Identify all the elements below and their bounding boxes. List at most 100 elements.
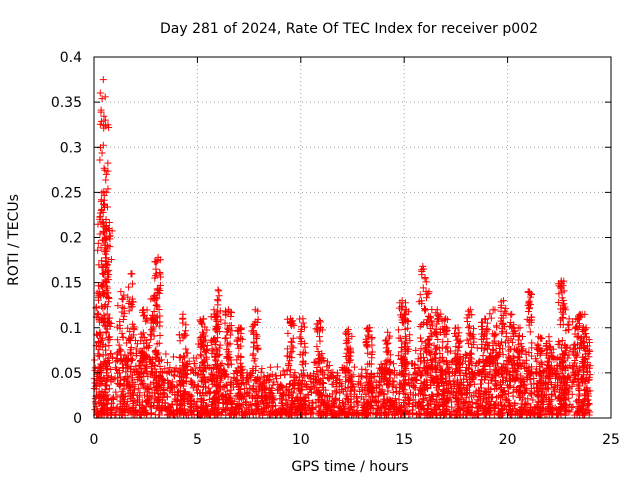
data-point [97,409,105,417]
data-point [555,298,563,306]
data-point [430,378,438,386]
data-point [536,371,544,379]
data-point [156,322,164,330]
data-point [577,375,585,383]
data-point [163,411,171,419]
data-point [426,381,434,389]
data-point [489,346,497,354]
data-point [439,338,447,346]
data-point [500,370,508,378]
data-point [423,376,431,384]
data-point [103,411,111,419]
data-point [476,380,484,388]
data-point [545,333,553,341]
data-point [273,386,281,394]
data-point [96,120,104,128]
data-point [261,385,269,393]
data-point [559,314,567,322]
data-point [405,382,413,390]
data-point [537,372,545,380]
data-point [185,391,193,399]
data-point [311,373,319,381]
data-point [199,342,207,350]
data-point [230,411,238,419]
data-point [412,401,420,409]
data-point [336,404,344,412]
data-point [500,360,508,368]
data-point [585,376,593,384]
y-tick-label: 0.35 [51,95,82,111]
data-point [134,396,142,404]
data-point [221,335,229,343]
data-point [453,336,461,344]
data-point [545,372,553,380]
data-point [158,356,166,364]
data-point [134,370,142,378]
data-point [508,310,516,318]
data-point [582,406,590,414]
data-point [149,325,157,333]
data-point [523,407,531,415]
data-point [234,341,242,349]
data-point [147,371,155,379]
data-point [499,351,507,359]
data-point [445,367,453,375]
data-point [312,376,320,384]
data-point [312,389,320,397]
data-point [444,388,452,396]
data-point [570,377,578,385]
data-point [364,349,372,357]
data-point [292,394,300,402]
data-point [331,394,339,402]
data-point [325,408,333,416]
data-point [98,95,106,103]
data-point [438,371,446,379]
data-point [137,330,145,338]
data-point [367,369,375,377]
data-point [98,343,106,351]
data-point [154,253,162,261]
data-point [470,325,478,333]
data-point [400,389,408,397]
data-point [526,328,534,336]
data-point [435,382,443,390]
data-point [354,411,362,419]
data-point [301,349,309,357]
data-point [486,411,494,419]
data-point [177,391,185,399]
data-point [532,383,540,391]
data-point [396,383,404,391]
data-point [417,387,425,395]
data-point [105,385,113,393]
data-point [562,306,570,314]
data-point [266,373,274,381]
data-point [461,370,469,378]
data-point [118,387,126,395]
data-point [226,331,234,339]
data-point [183,349,191,357]
data-point [528,313,536,321]
data-point [108,406,116,414]
data-point [105,123,113,131]
data-point [153,340,161,348]
data-point [497,398,505,406]
data-point [503,395,511,403]
data-point [193,405,201,413]
data-point [118,295,126,303]
data-point [496,349,504,357]
data-point [349,371,357,379]
data-point [499,377,507,385]
data-point [253,393,261,401]
data-point [198,378,206,386]
data-point [334,372,342,380]
data-point [212,380,220,388]
data-point [153,382,161,390]
data-point [427,317,435,325]
data-point [182,345,190,353]
data-point [364,331,372,339]
x-tick-label: 10 [292,432,310,448]
data-point [176,337,184,345]
data-point [98,393,106,401]
data-point [432,345,440,353]
data-point [102,263,110,271]
